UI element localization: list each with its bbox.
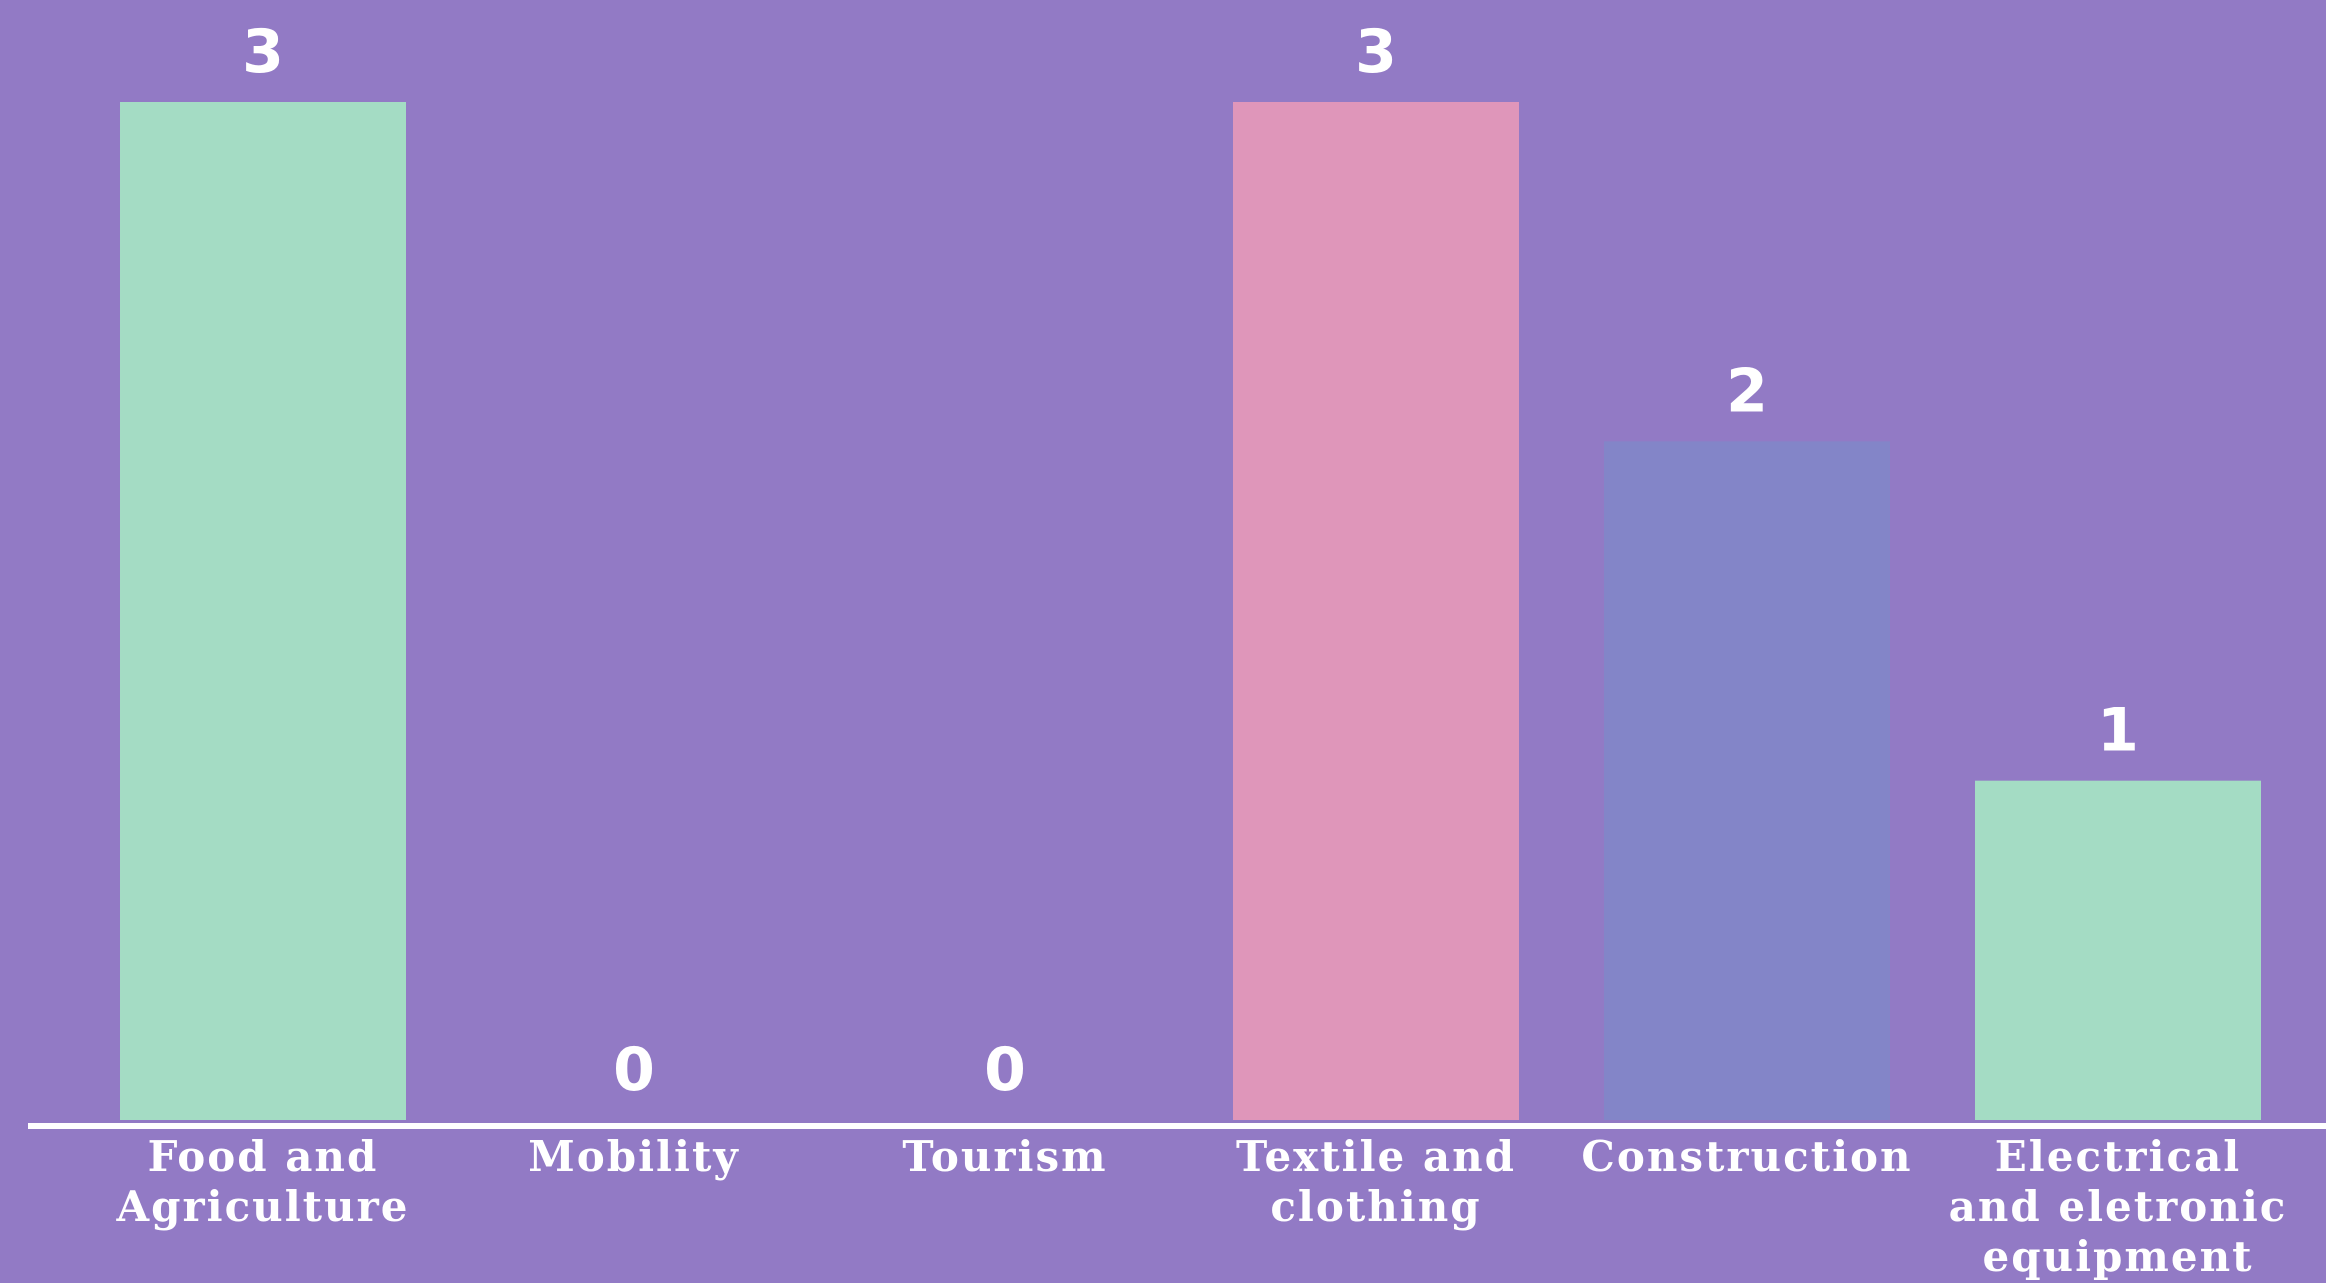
value-labels-group: 3 0 0 3 2 1 (242, 17, 2139, 1105)
value-label-4: 2 (1726, 356, 1768, 426)
value-label-2: 0 (984, 1035, 1026, 1105)
bar-3 (1233, 102, 1519, 1120)
category-labels-group: Food and Agriculture Mobility Tourism Textil… (116, 1132, 2288, 1281)
value-label-3: 3 (1355, 17, 1397, 87)
category-label-1: Mobility (528, 1132, 740, 1181)
category-label-5: Electrical and eletronic equipment (1949, 1132, 2288, 1281)
category-label-0: Food and Agriculture (116, 1132, 410, 1231)
bar-5 (1975, 780, 2261, 1120)
bar-4 (1604, 441, 1890, 1120)
value-label-5: 1 (2097, 696, 2139, 766)
category-label-4: Construction (1581, 1132, 1912, 1181)
value-label-0: 3 (242, 17, 284, 87)
bars-group (120, 102, 2261, 1120)
category-label-2: Tourism (902, 1132, 1107, 1181)
bar-0 (120, 102, 406, 1120)
value-label-1: 0 (613, 1035, 655, 1105)
category-label-3: Textile and clothing (1236, 1132, 1516, 1231)
